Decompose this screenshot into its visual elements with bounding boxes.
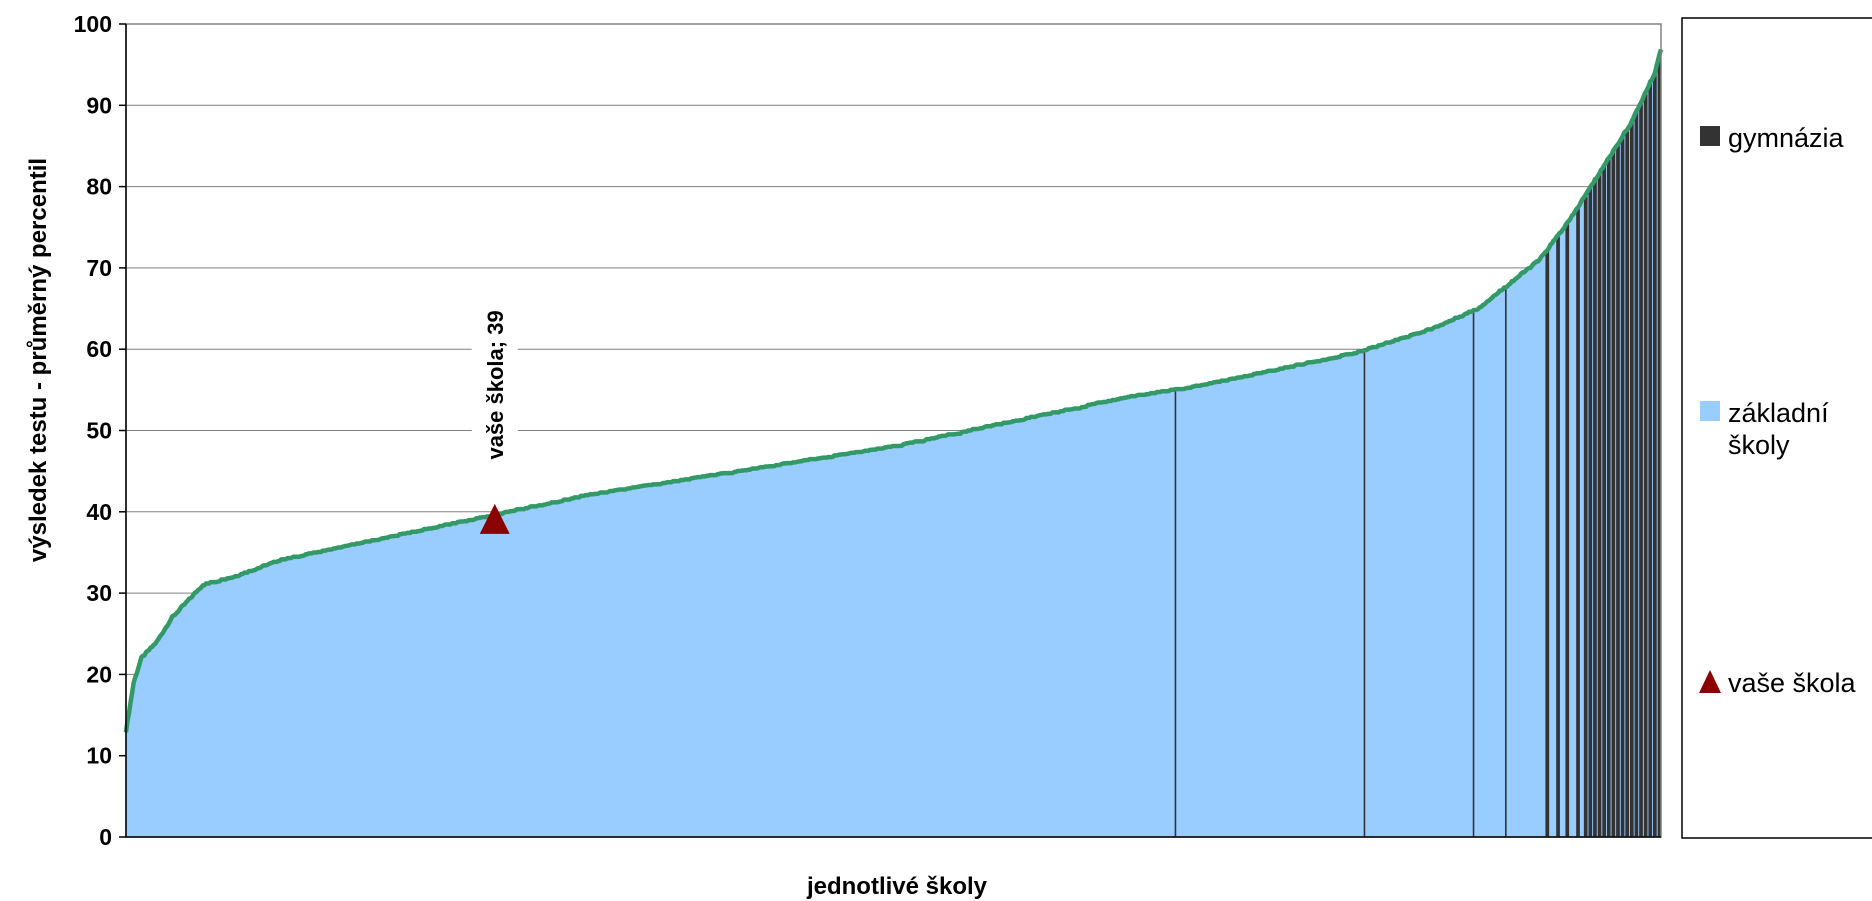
- gymnazia-bars: [1174, 54, 1662, 838]
- y-tick-labels: 0 10 20 30 40 50 60 70 80 90 100: [74, 11, 112, 850]
- gymnazium-bar-24: [1657, 54, 1662, 837]
- legend-box: [1681, 17, 1872, 839]
- gymnazium-bar-10: [1593, 179, 1597, 837]
- your-school-label: vaše škola; 39: [483, 310, 508, 459]
- y-tick-label-80: 80: [86, 174, 112, 200]
- axes: [119, 23, 1662, 838]
- plot-area: [126, 49, 1661, 837]
- y-tick-label-60: 60: [86, 336, 112, 362]
- x-axis-label: jednotlivé školy: [806, 873, 988, 900]
- gymnazium-bar-17: [1625, 129, 1630, 837]
- gymnazium-bar-20: [1639, 102, 1643, 838]
- legend-swatch-0: [1700, 126, 1720, 146]
- legend-label-2-0: vaše škola: [1728, 668, 1857, 698]
- gymnazium-bar-5: [1556, 235, 1560, 837]
- y-tick-label-0: 0: [99, 824, 112, 850]
- gymnazium-bar-0: [1174, 389, 1177, 837]
- y-tick-label-70: 70: [86, 255, 112, 281]
- gymnazium-bar-11: [1597, 173, 1602, 837]
- zakladni-skoly-area: [126, 49, 1661, 837]
- gymnazium-bar-16: [1620, 136, 1625, 838]
- gymnazium-bar-6: [1565, 222, 1570, 837]
- gymnazium-bar-19: [1634, 110, 1639, 838]
- y-tick-label-10: 10: [86, 743, 112, 769]
- legend-swatch-2: [1699, 670, 1721, 693]
- gymnazium-bar-9: [1588, 186, 1593, 837]
- gymnazium-bar-8: [1583, 194, 1588, 837]
- gymnazium-bar-1: [1363, 350, 1366, 837]
- gymnazium-bar-2: [1472, 310, 1475, 837]
- gymnazium-bar-12: [1602, 165, 1606, 838]
- your-school-label-bg: [471, 289, 518, 490]
- y-tick-label-30: 30: [86, 580, 112, 606]
- legend-label-0-0: gymnázia: [1728, 123, 1845, 153]
- legend-label-1-1: školy: [1728, 430, 1790, 460]
- gymnazium-bar-7: [1576, 207, 1580, 837]
- y-tick-label-100: 100: [74, 11, 112, 37]
- percentile-line: [123, 48, 1664, 733]
- y-tick-label-40: 40: [86, 499, 112, 525]
- gymnazium-bar-22: [1648, 81, 1653, 838]
- gymnazium-bar-14: [1611, 150, 1616, 837]
- gymnazium-bar-18: [1629, 121, 1634, 838]
- y-tick-label-20: 20: [86, 661, 112, 687]
- gymnazium-bar-15: [1616, 144, 1620, 837]
- gymnazium-bar-13: [1606, 157, 1611, 837]
- curve-line: [123, 48, 1664, 733]
- legend-swatch-1: [1700, 401, 1720, 421]
- y-tick-label-90: 90: [86, 92, 112, 118]
- your-school-marker: [479, 503, 510, 534]
- y-axis-label: výsledek testu - průměrný percentil: [25, 158, 52, 562]
- gymnazium-bar-21: [1643, 92, 1648, 837]
- y-tick-label-50: 50: [86, 418, 112, 444]
- gymnazium-bar-3: [1505, 287, 1507, 837]
- your-school-annotation: vaše škola; 39: [471, 289, 518, 534]
- gymnazium-bar-4: [1545, 250, 1550, 838]
- gymnazium-bar-23: [1653, 73, 1657, 838]
- legend-label-1-0: základní: [1728, 398, 1829, 428]
